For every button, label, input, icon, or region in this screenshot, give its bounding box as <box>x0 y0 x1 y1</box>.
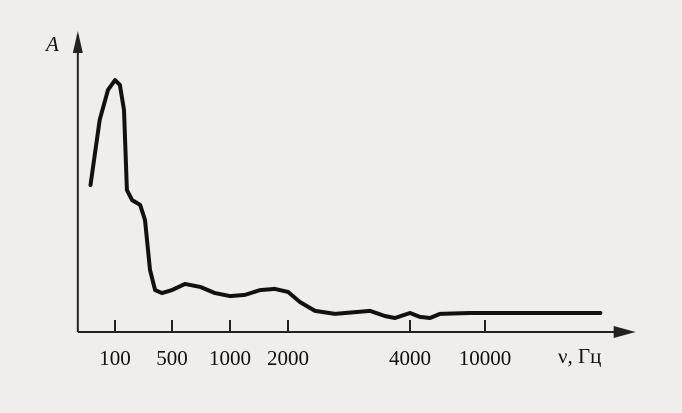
x-tick-label: 1000 <box>209 346 251 370</box>
curve <box>88 78 603 320</box>
y-axis-label: A <box>44 32 59 56</box>
x-tick-label: 2000 <box>267 346 309 370</box>
x-tick-label: 10000 <box>459 346 512 370</box>
x-axis-label: ν, Гц <box>558 344 601 368</box>
x-tick-label: 500 <box>156 346 188 370</box>
x-tick-label: 4000 <box>389 346 431 370</box>
y-axis-arrow <box>72 31 83 53</box>
x-axis-arrow <box>613 326 636 338</box>
x-tick-label: 100 <box>99 346 131 370</box>
